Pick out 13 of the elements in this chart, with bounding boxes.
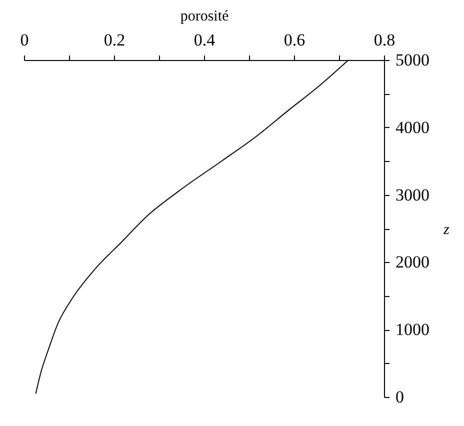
y-tick-label: 2000 — [396, 252, 430, 272]
y-tick-label: 1000 — [396, 320, 430, 340]
x-axis-title: porosité — [180, 8, 230, 24]
x-tick-label: 0.6 — [284, 30, 306, 50]
x-tick-label: 0 — [20, 30, 29, 50]
y-axis-title: z — [442, 222, 450, 238]
y-tick-label: 5000 — [396, 50, 430, 70]
y-tick-label: 0 — [396, 388, 404, 406]
x-tick-label: 0.4 — [194, 30, 216, 50]
y-tick-label: 3000 — [396, 185, 430, 204]
x-tick-label: 0.2 — [104, 30, 126, 50]
y-tick-label: 4000 — [396, 118, 430, 137]
x-tick-label: 0.8 — [374, 30, 396, 50]
